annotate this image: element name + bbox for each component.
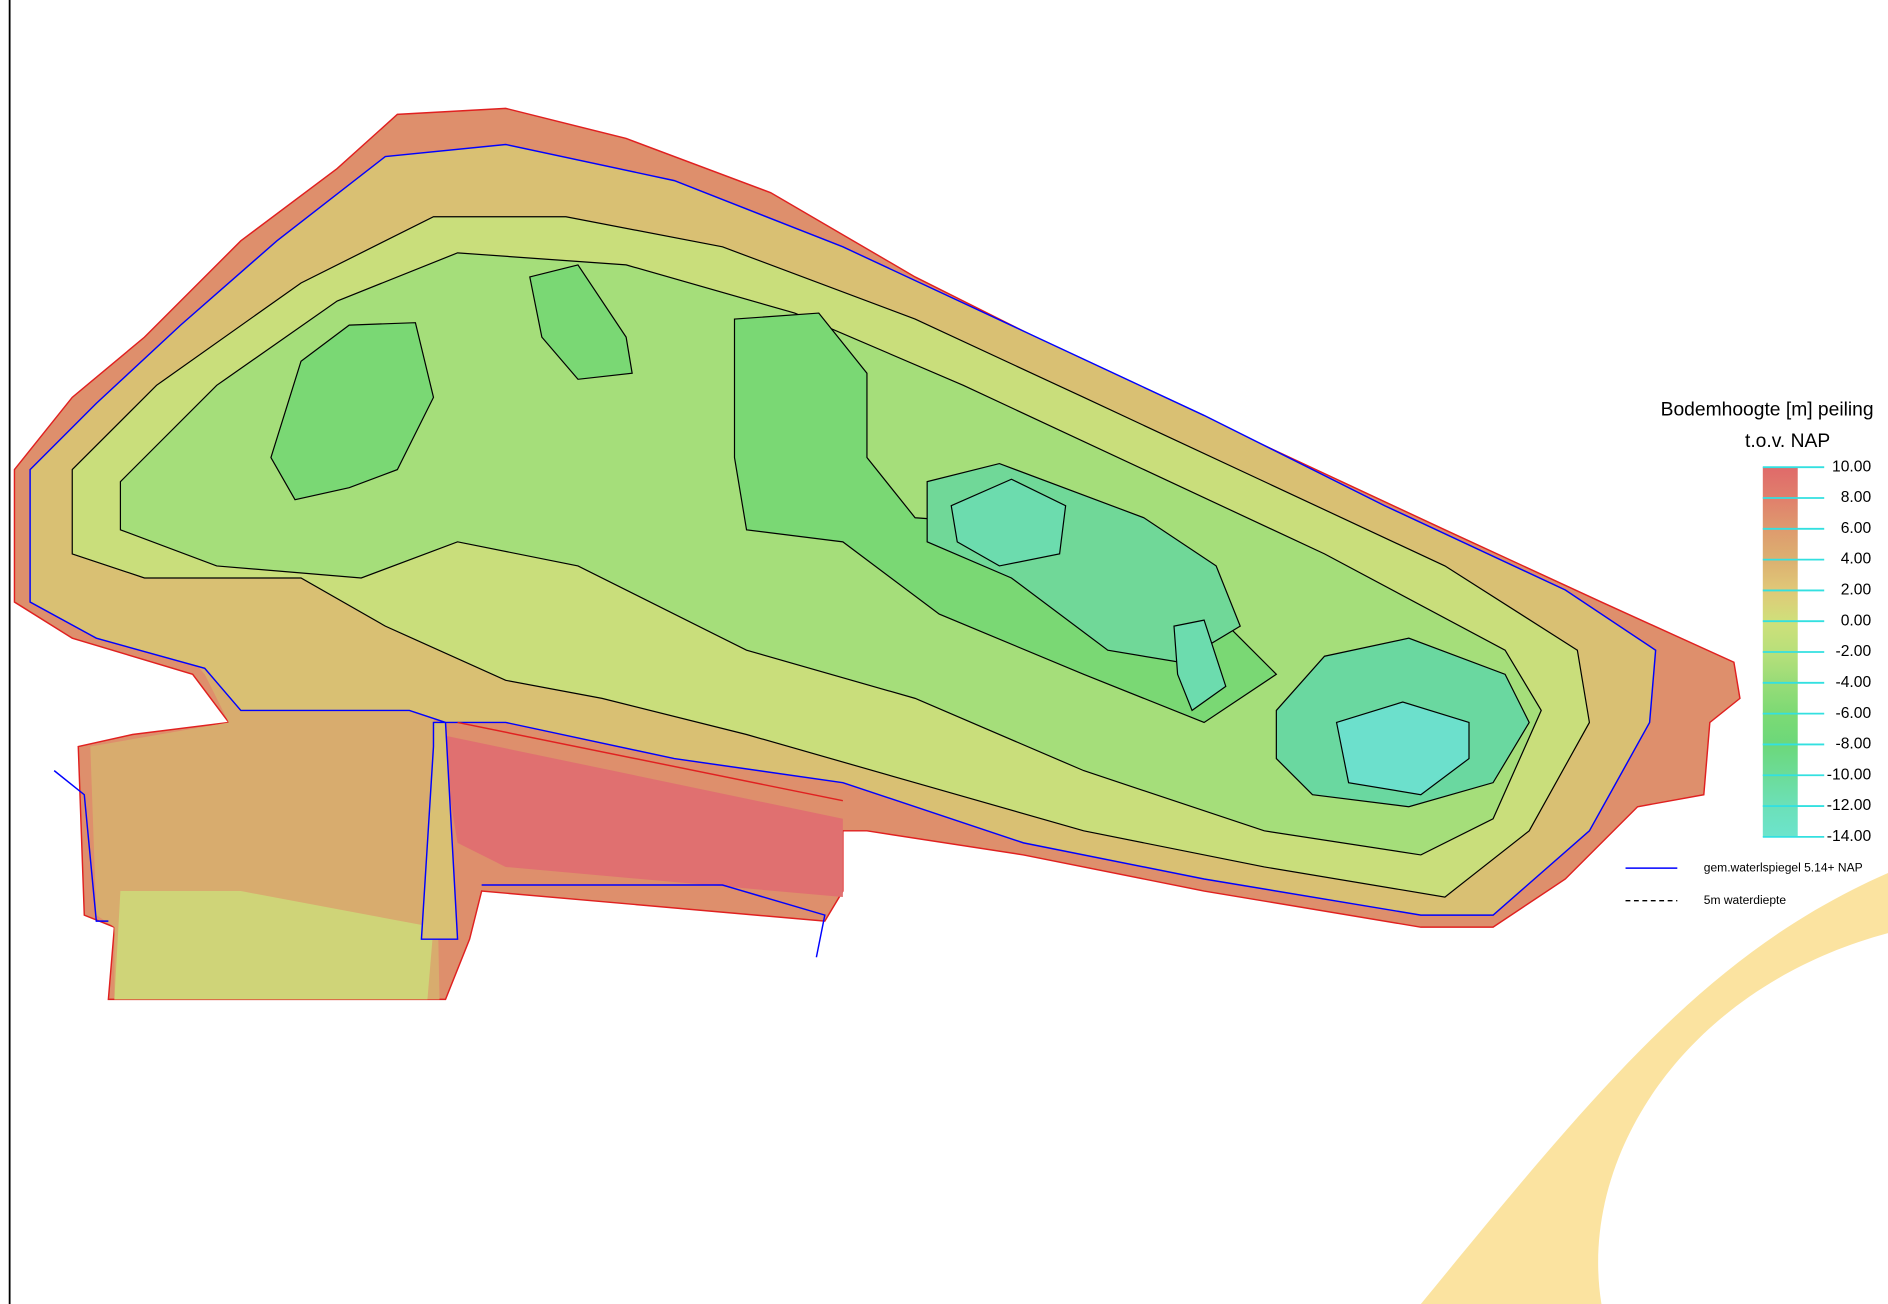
colorbar-label: -2.00 <box>1836 643 1872 660</box>
legend-title: t.o.v. NAP <box>1745 431 1830 452</box>
land-low <box>114 891 434 1000</box>
colorbar-label: -12.00 <box>1827 797 1872 814</box>
colorbar-label: 10.00 <box>1832 458 1871 475</box>
contour <box>950 478 1067 567</box>
contour <box>1335 701 1470 796</box>
colorbar-label: 0.00 <box>1841 612 1872 629</box>
bank-line <box>457 721 844 802</box>
dike <box>439 734 843 898</box>
colorbar-label: 4.00 <box>1841 551 1872 568</box>
legend-title: Bodemhoogte [m] peiling <box>1661 400 1874 421</box>
legend-label: 5m waterdiepte <box>1704 893 1787 907</box>
colorbar-label: 6.00 <box>1841 520 1872 537</box>
water-edge <box>481 884 826 958</box>
contour <box>529 264 633 380</box>
decor-arc <box>1420 872 1888 1304</box>
colorbar-label: 2.00 <box>1841 582 1872 599</box>
contour <box>1173 619 1227 712</box>
colorbar-label: 8.00 <box>1841 489 1872 506</box>
colorbar-label: -14.00 <box>1827 828 1872 845</box>
colorbar-label: -10.00 <box>1827 766 1872 783</box>
legend-label: gem.waterlspiegel 5.14+ NAP <box>1704 860 1863 874</box>
colorbar-label: -6.00 <box>1836 705 1872 722</box>
colorbar-label: -8.00 <box>1836 736 1872 753</box>
colorbar-label: -4.00 <box>1836 674 1872 691</box>
map: Bodemhoogte [m] peiling t.o.v. NAP 10.00… <box>8 0 1888 1304</box>
contour <box>270 322 435 501</box>
water-edge <box>53 770 109 922</box>
legend: Bodemhoogte [m] peiling t.o.v. NAP 10.00… <box>1625 400 1874 907</box>
